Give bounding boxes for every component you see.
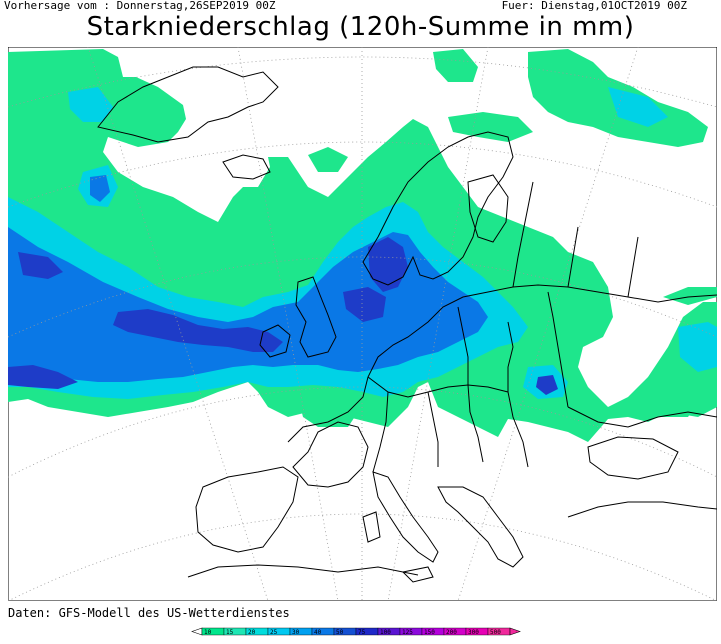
legend-label: 75 — [358, 629, 366, 636]
color-scale-legend: 10 15 20 25 30 40 50 75 100 125 150 200 300 500 — [191, 627, 521, 636]
legend-label: 100 — [380, 629, 391, 636]
legend-label: 125 — [402, 629, 413, 636]
legend-label: 30 — [292, 629, 300, 636]
precip-area-blue — [8, 227, 488, 382]
legend-label: 20 — [248, 629, 256, 636]
data-source-label: Daten: GFS-Modell des US-Wetterdienstes — [8, 606, 290, 620]
legend-arrow-high — [509, 627, 521, 636]
legend-label: 40 — [314, 629, 322, 636]
country-borders — [97, 66, 717, 583]
legend-label: 150 — [424, 629, 435, 636]
legend-label: 25 — [270, 629, 278, 636]
legend-label: 200 — [446, 629, 457, 636]
legend-label: 50 — [336, 629, 344, 636]
forecast-run-label: Vorhersage vom : Donnerstag,26SEP2019 00… — [4, 0, 276, 12]
precipitation-map — [8, 47, 717, 601]
legend-label: 15 — [226, 629, 234, 636]
precipitation-field — [8, 49, 717, 442]
legend-label: 300 — [468, 629, 479, 636]
legend-arrow-low — [191, 627, 203, 636]
valid-time-label: Fuer: Dienstag,01OCT2019 00Z — [501, 0, 687, 12]
precip-area-dark — [113, 309, 283, 352]
map-title: Starkniederschlag (120h-Summe in mm) — [86, 12, 635, 42]
legend-label: 500 — [490, 629, 501, 636]
legend-label: 10 — [204, 629, 212, 636]
graticule — [8, 47, 717, 601]
